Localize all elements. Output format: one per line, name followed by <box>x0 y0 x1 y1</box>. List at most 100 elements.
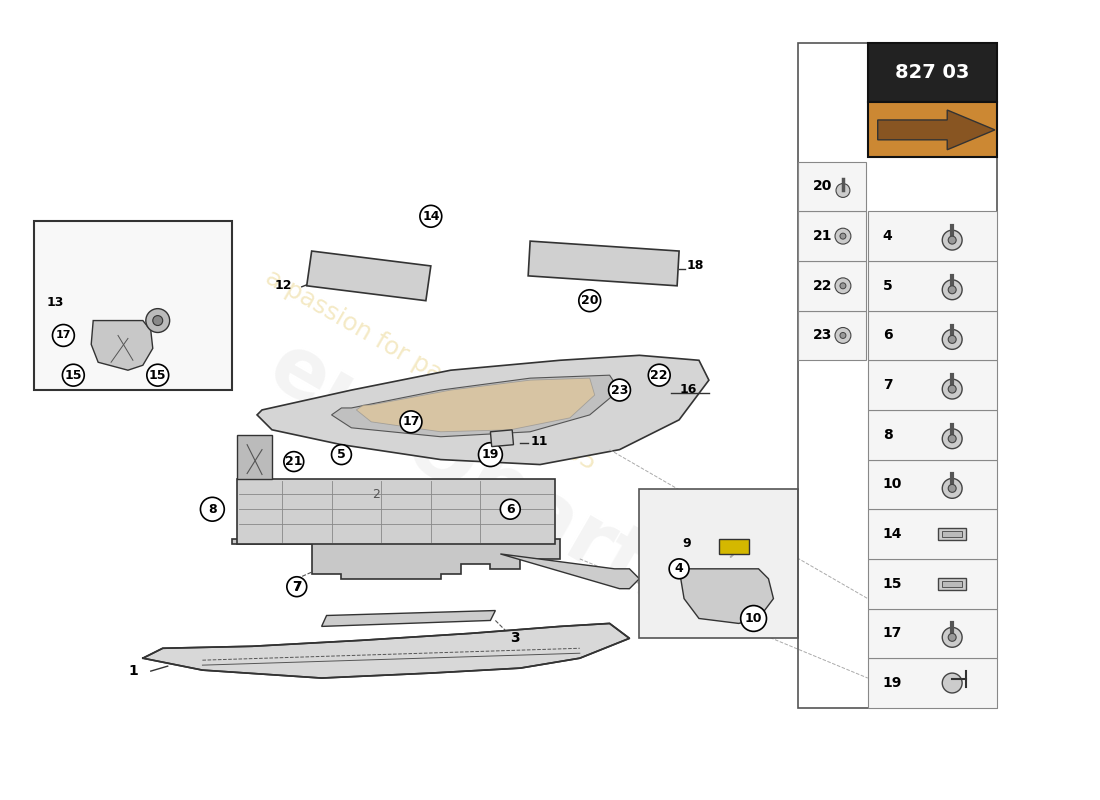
Circle shape <box>943 429 962 449</box>
Circle shape <box>943 330 962 350</box>
Circle shape <box>943 627 962 647</box>
Polygon shape <box>257 355 708 465</box>
Bar <box>938 528 966 540</box>
Bar <box>868 42 997 102</box>
Text: 22: 22 <box>813 278 833 293</box>
Circle shape <box>943 230 962 250</box>
Text: 1: 1 <box>128 664 138 678</box>
Circle shape <box>943 673 962 693</box>
Bar <box>799 310 866 360</box>
Polygon shape <box>232 539 560 578</box>
Circle shape <box>63 364 85 386</box>
Bar <box>868 310 997 360</box>
Text: 8: 8 <box>208 502 217 516</box>
Bar <box>943 581 962 586</box>
Polygon shape <box>639 490 799 638</box>
Text: 21: 21 <box>285 455 303 468</box>
Text: 18: 18 <box>688 259 704 272</box>
Circle shape <box>579 290 601 312</box>
Text: 6: 6 <box>882 329 892 342</box>
Bar <box>868 510 997 559</box>
Circle shape <box>840 283 846 289</box>
Bar <box>34 222 232 390</box>
Text: 14: 14 <box>882 527 902 541</box>
Text: 22: 22 <box>650 369 668 382</box>
Text: 827 03: 827 03 <box>895 62 969 82</box>
Circle shape <box>835 327 851 343</box>
Text: 4: 4 <box>882 229 892 243</box>
Circle shape <box>835 228 851 244</box>
Circle shape <box>153 315 163 326</box>
Polygon shape <box>679 569 773 623</box>
Text: a passion for parts since 1985: a passion for parts since 1985 <box>261 266 601 475</box>
Text: 19: 19 <box>882 676 902 690</box>
FancyArrowPatch shape <box>730 548 740 557</box>
Polygon shape <box>500 554 639 589</box>
Polygon shape <box>528 241 679 286</box>
Text: 10: 10 <box>745 612 762 625</box>
Circle shape <box>478 442 503 466</box>
Text: 23: 23 <box>813 329 833 342</box>
Bar <box>868 459 997 510</box>
Text: 13: 13 <box>47 296 64 309</box>
Circle shape <box>948 236 956 244</box>
Circle shape <box>669 559 689 578</box>
Polygon shape <box>356 378 595 432</box>
Circle shape <box>146 309 169 333</box>
Circle shape <box>948 286 956 294</box>
Circle shape <box>648 364 670 386</box>
Text: 19: 19 <box>482 448 499 461</box>
Text: 7: 7 <box>293 580 301 593</box>
Bar <box>938 578 966 590</box>
Bar <box>868 211 997 261</box>
Circle shape <box>427 212 434 220</box>
Bar <box>868 261 997 310</box>
Circle shape <box>287 577 307 597</box>
Polygon shape <box>238 434 272 479</box>
Text: 16: 16 <box>679 383 696 396</box>
Text: 10: 10 <box>882 478 902 491</box>
Circle shape <box>836 183 850 198</box>
Text: 23: 23 <box>610 383 628 397</box>
Bar <box>718 539 749 554</box>
Circle shape <box>400 411 422 433</box>
Circle shape <box>943 379 962 399</box>
Polygon shape <box>143 623 629 678</box>
Text: 14: 14 <box>422 210 440 222</box>
Text: 21: 21 <box>813 229 833 243</box>
Circle shape <box>943 280 962 300</box>
Circle shape <box>943 478 962 498</box>
Text: eurOparts: eurOparts <box>255 326 706 634</box>
Text: 9: 9 <box>683 537 692 550</box>
Circle shape <box>500 499 520 519</box>
Circle shape <box>200 498 224 521</box>
Text: 17: 17 <box>56 330 72 341</box>
Circle shape <box>421 206 441 226</box>
Text: 20: 20 <box>813 179 833 194</box>
Polygon shape <box>878 110 994 150</box>
Text: 15: 15 <box>148 369 166 382</box>
Text: 3: 3 <box>510 631 520 646</box>
Circle shape <box>948 434 956 442</box>
Text: 5: 5 <box>337 448 345 461</box>
Bar <box>868 609 997 658</box>
Bar <box>799 162 866 211</box>
Bar <box>868 658 997 708</box>
Text: 17: 17 <box>882 626 902 640</box>
Text: 5: 5 <box>882 278 892 293</box>
Polygon shape <box>238 479 556 544</box>
Text: 17: 17 <box>403 415 420 428</box>
Text: 20: 20 <box>581 294 598 307</box>
Circle shape <box>331 445 351 465</box>
Circle shape <box>948 385 956 393</box>
Circle shape <box>948 335 956 343</box>
Text: 4: 4 <box>674 562 683 575</box>
Text: 2: 2 <box>372 488 381 501</box>
Text: 15: 15 <box>65 369 82 382</box>
Polygon shape <box>91 321 153 370</box>
Bar <box>943 531 962 537</box>
Circle shape <box>146 364 168 386</box>
Circle shape <box>840 233 846 239</box>
Text: 11: 11 <box>530 434 548 448</box>
Circle shape <box>284 452 304 471</box>
